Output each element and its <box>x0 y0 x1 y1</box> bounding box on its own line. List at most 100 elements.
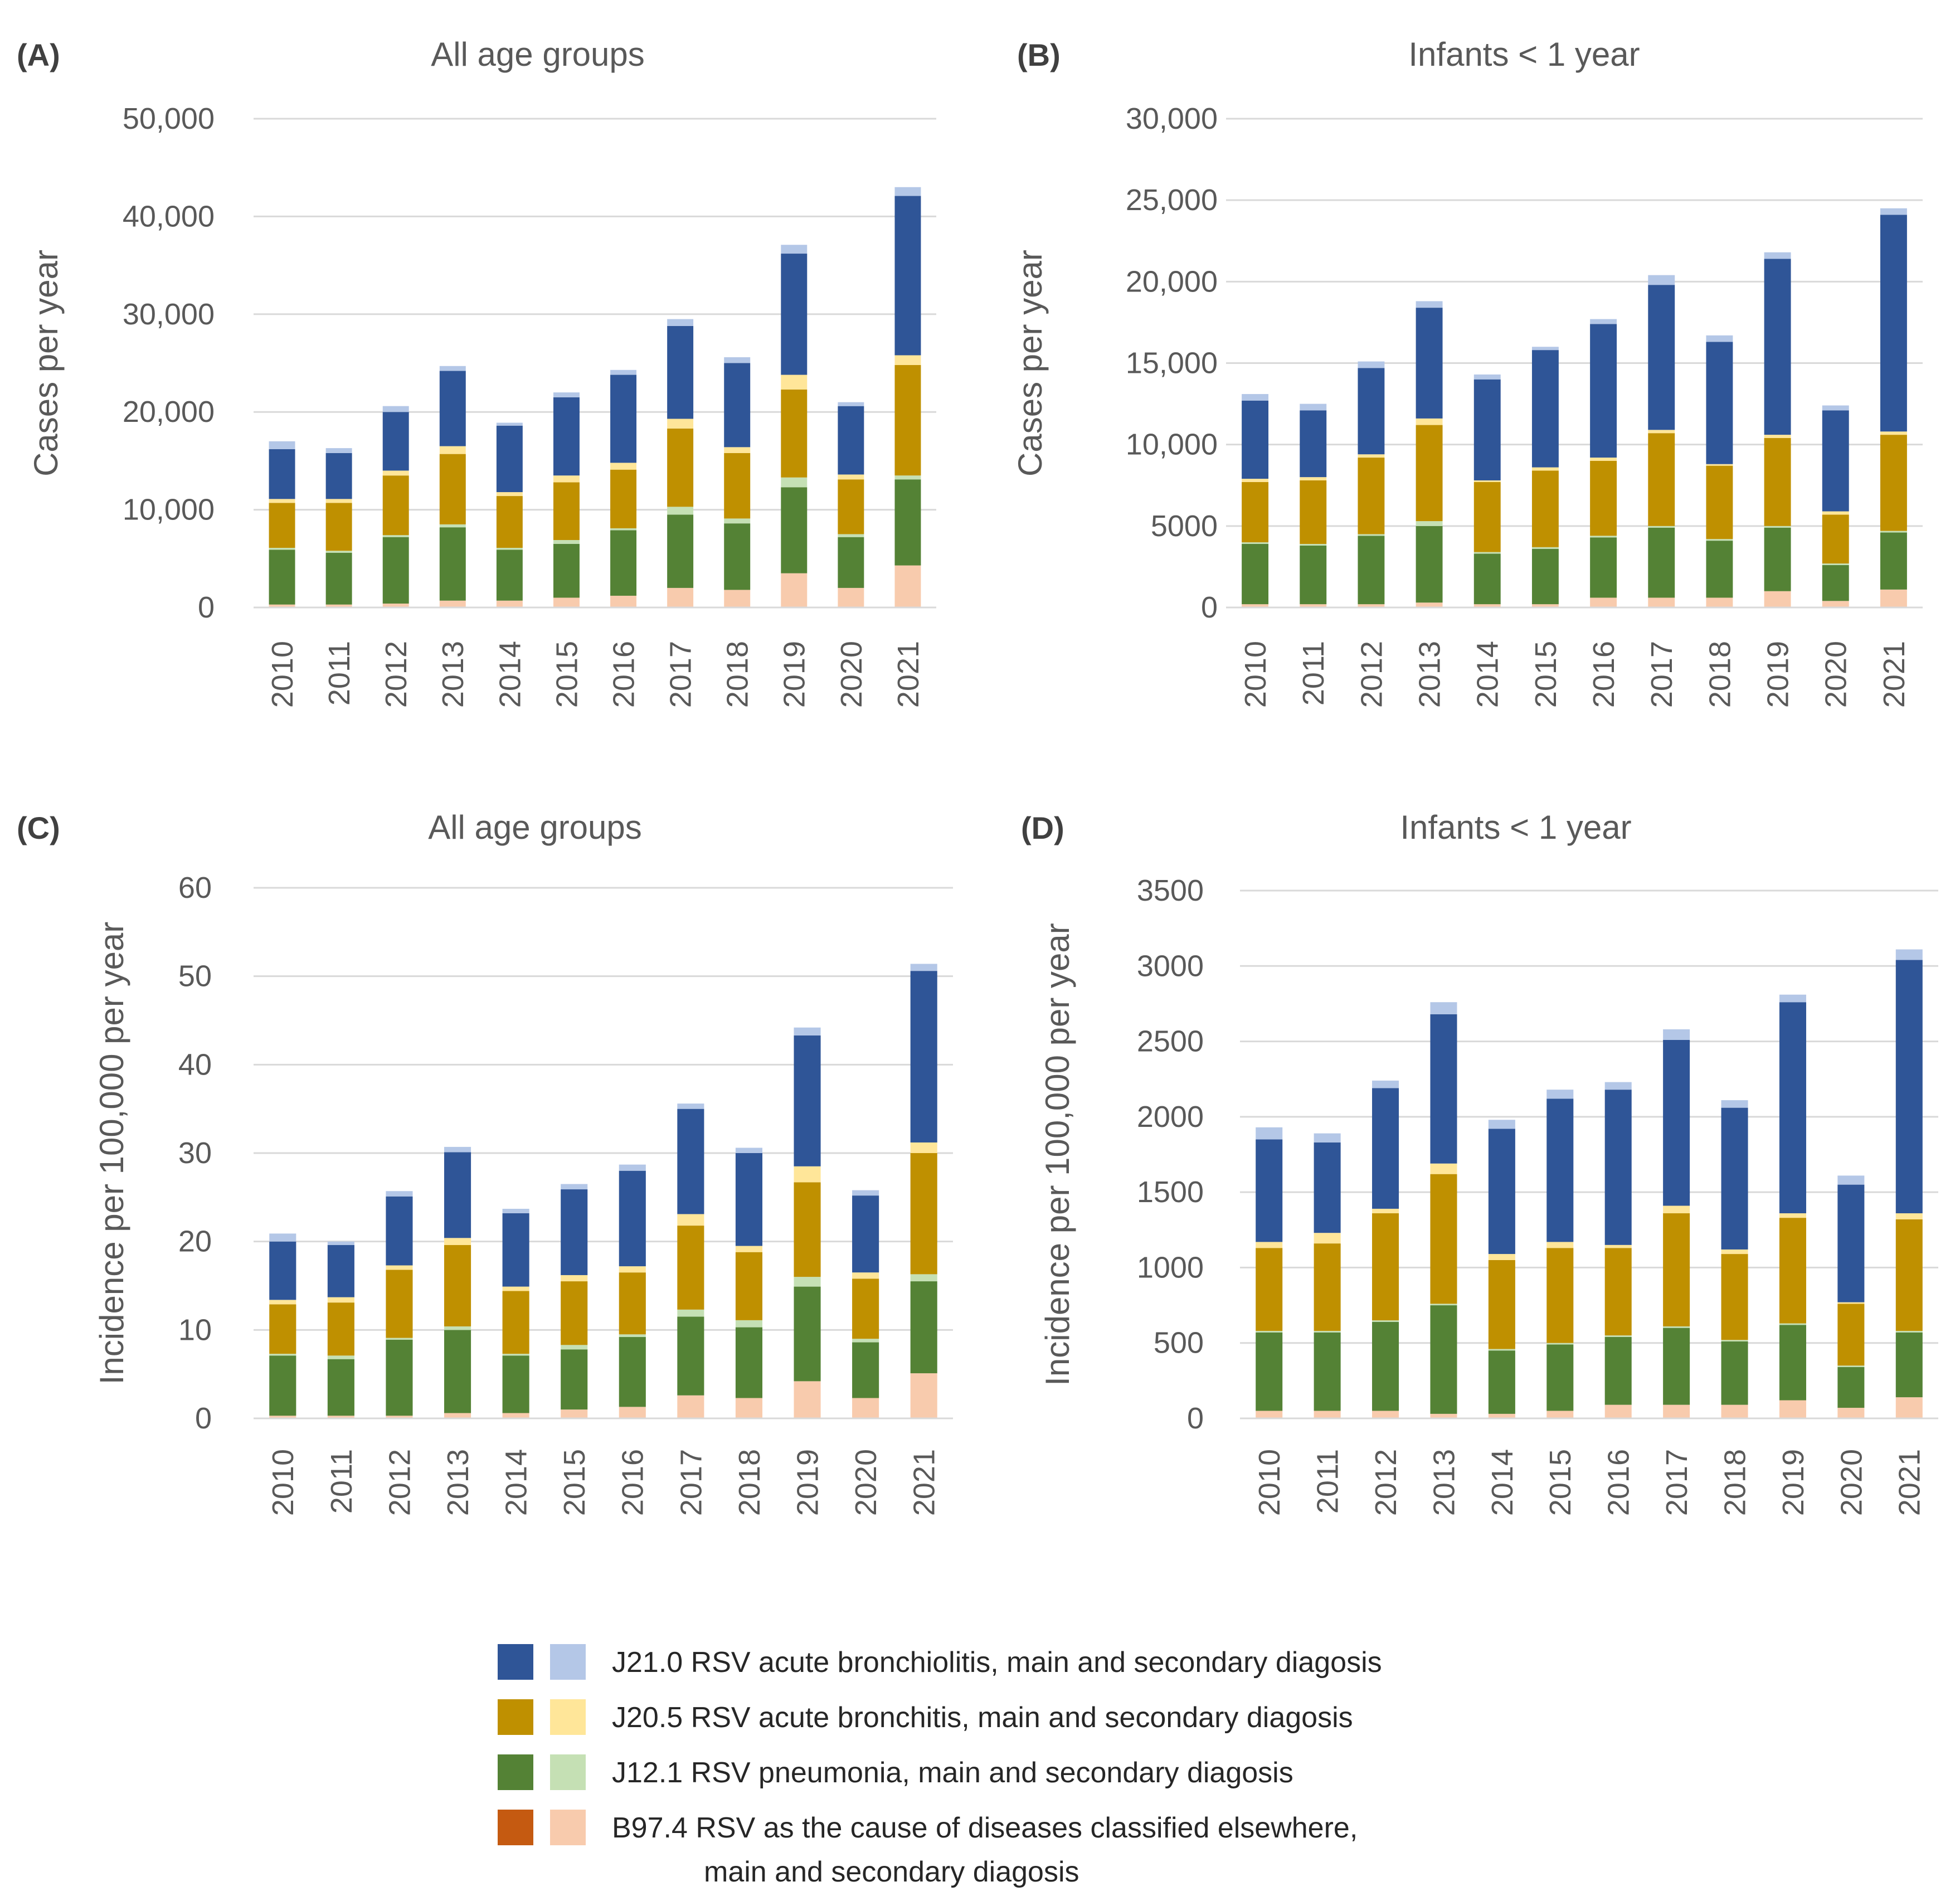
legend-swatch-j12-main <box>498 1754 533 1790</box>
bar-segment-b-2018-s4 <box>1706 465 1733 539</box>
bar-segment-c-2018-s5 <box>735 1246 763 1252</box>
bar-segment-a-2015-s1 <box>553 597 580 607</box>
chart-panel-c: (C) All age groups 0 10 20 30 40 50 60 Incidence … <box>17 809 953 1516</box>
bar-segment-b-2019-s5 <box>1764 435 1791 438</box>
bar-segment-c-2018-s1 <box>735 1398 763 1418</box>
bar-segment-a-2013-s2 <box>439 527 466 601</box>
y-tick-label-d: 3000 <box>1137 949 1204 983</box>
bar-segment-b-2019-s4 <box>1764 437 1791 526</box>
bar-segment-d-2020-s1 <box>1837 1408 1865 1418</box>
bar-segment-c-2015-s6 <box>561 1189 588 1275</box>
bar-segment-b-2014-s2 <box>1473 553 1501 605</box>
bar-segment-b-2012-s6 <box>1358 368 1385 455</box>
bar-segment-a-2012-s1 <box>382 603 409 607</box>
bar-segment-c-2012-s7 <box>386 1191 413 1197</box>
legend-swatch-j12-secondary <box>550 1754 586 1790</box>
y-tick-label-b: 25,000 <box>1126 183 1218 217</box>
bar-segment-b-2021-s2 <box>1880 532 1907 590</box>
bar-segment-c-2020-s5 <box>852 1272 879 1279</box>
bar-segment-c-2019-s4 <box>794 1182 821 1277</box>
bar-segment-b-2011-s3 <box>1300 543 1327 546</box>
bar-segment-a-2019-s4 <box>781 389 808 478</box>
chart-panel-b: (B) Infants < 1 year 0 5000 10,000 15,000 20,0… <box>1011 36 1923 708</box>
legend-label-b97: B97.4 RSV as the cause of diseases class… <box>612 1812 1358 1844</box>
bar-segment-b-2010-s7 <box>1242 394 1269 401</box>
bar-segment-d-2019-s3 <box>1779 1323 1806 1325</box>
bar-segment-c-2010-s6 <box>269 1241 296 1300</box>
legend-item-j21: J21.0 RSV acute bronchiolitis, main and … <box>498 1644 1382 1680</box>
bar-segment-d-2014-s1 <box>1488 1413 1515 1418</box>
bar-segment-b-2018-s1 <box>1706 597 1733 607</box>
bar-segment-b-2015-s6 <box>1531 350 1559 468</box>
bar-segment-c-2017-s2 <box>677 1316 704 1396</box>
bar-segment-b-2013-s5 <box>1416 418 1443 425</box>
bar-segment-b-2016-s1 <box>1590 597 1617 607</box>
bar-segment-c-2015-s4 <box>561 1281 588 1345</box>
x-tick-label-b: 2020 <box>1820 641 1853 708</box>
bar-segment-a-2010-s7 <box>269 441 295 449</box>
bar-segment-a-2016-s3 <box>610 528 637 531</box>
bar-segment-b-2010-s5 <box>1242 479 1269 482</box>
bar-segment-c-2018-s4 <box>735 1252 763 1320</box>
bar-segment-c-2021-s1 <box>910 1373 937 1418</box>
bar-segment-d-2018-s4 <box>1721 1254 1748 1340</box>
bar-segment-b-2021-s4 <box>1880 435 1907 531</box>
legend-swatch-j21-secondary <box>550 1644 586 1680</box>
bar-segment-b-2015-s5 <box>1531 467 1559 471</box>
bar-segment-a-2011-s6 <box>325 453 352 499</box>
bar-segment-c-2012-s3 <box>386 1338 413 1340</box>
bar-segment-b-2021-s1 <box>1880 589 1907 607</box>
bar-segment-c-2014-s5 <box>502 1286 529 1291</box>
bar-segment-a-2020-s5 <box>838 474 864 480</box>
bar-segment-b-2019-s7 <box>1764 252 1791 259</box>
bar-segment-c-2011-s1 <box>327 1416 354 1418</box>
bar-segment-a-2013-s4 <box>439 454 466 524</box>
chart-title-b: Infants < 1 year <box>1408 36 1640 73</box>
bar-segment-d-2019-s2 <box>1779 1325 1806 1401</box>
bar-segment-a-2020-s6 <box>838 406 864 475</box>
bar-segment-b-2016-s6 <box>1590 324 1617 458</box>
bar-segment-d-2012-s7 <box>1372 1080 1399 1088</box>
bar-segment-c-2011-s2 <box>327 1359 354 1416</box>
bar-segment-c-2014-s7 <box>502 1208 529 1213</box>
bar-segment-c-2010-s7 <box>269 1233 296 1242</box>
bar-segment-a-2019-s5 <box>781 375 808 390</box>
x-tick-label-a: 2011 <box>323 641 356 706</box>
x-tick-label-a: 2016 <box>607 641 640 708</box>
x-tick-label-d: 2017 <box>1660 1449 1694 1516</box>
bar-segment-a-2021-s7 <box>894 187 921 196</box>
bar-segment-a-2011-s7 <box>325 448 352 453</box>
x-tick-label-c: 2018 <box>733 1449 766 1516</box>
y-tick-label-a: 40,000 <box>123 200 215 233</box>
legend-label-j21: J21.0 RSV acute bronchiolitis, main and … <box>612 1646 1382 1679</box>
bar-segment-a-2010-s4 <box>269 503 295 548</box>
bar-segment-a-2018-s4 <box>724 453 751 519</box>
y-tick-label-a: 50,000 <box>123 102 215 135</box>
bar-segment-b-2017-s2 <box>1648 527 1675 598</box>
bar-segment-b-2018-s7 <box>1706 335 1733 342</box>
x-tick-label-d: 2011 <box>1311 1449 1345 1514</box>
x-tick-label-c: 2020 <box>849 1449 883 1516</box>
x-tick-label-d: 2018 <box>1718 1449 1752 1516</box>
bar-segment-b-2012-s4 <box>1358 458 1385 534</box>
bar-segment-b-2019-s6 <box>1764 259 1791 435</box>
y-tick-label-b: 0 <box>1201 591 1218 624</box>
bar-segment-a-2015-s6 <box>553 397 580 476</box>
bar-segment-a-2016-s7 <box>610 369 637 375</box>
y-tick-label-b: 15,000 <box>1126 347 1218 380</box>
bar-segment-a-2015-s5 <box>553 475 580 483</box>
bar-segment-a-2010-s2 <box>269 550 295 605</box>
bar-segment-d-2020-s3 <box>1837 1365 1865 1368</box>
bar-segment-a-2019-s1 <box>781 573 808 607</box>
bar-segment-c-2011-s3 <box>327 1355 354 1359</box>
bar-segment-d-2017-s2 <box>1663 1328 1690 1405</box>
bar-segment-c-2016-s3 <box>619 1334 646 1338</box>
bar-segment-b-2013-s3 <box>1416 521 1443 526</box>
bar-segment-c-2014-s1 <box>502 1413 529 1418</box>
bar-segment-c-2012-s5 <box>386 1265 413 1270</box>
bar-segment-a-2011-s3 <box>325 551 352 553</box>
x-tick-label-d: 2016 <box>1602 1449 1636 1516</box>
bar-segment-b-2017-s1 <box>1648 597 1675 607</box>
bar-segment-c-2013-s7 <box>444 1146 471 1153</box>
bar-segment-d-2015-s1 <box>1546 1411 1574 1418</box>
